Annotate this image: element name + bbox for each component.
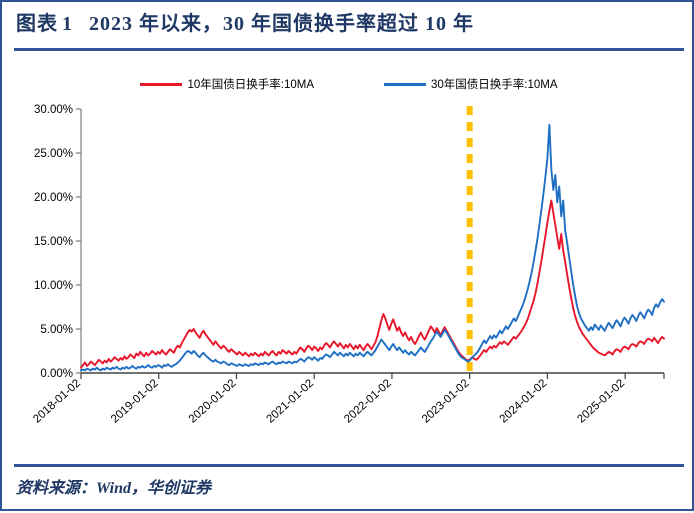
- figure-header: 图表 1 2023 年以来，30 年国债换手率超过 10 年: [2, 2, 692, 51]
- figure-label: 图表: [16, 13, 58, 35]
- x-axis-tick-label: 2019-01-02: [109, 377, 161, 425]
- x-axis-tick-label: 2021-01-02: [264, 377, 316, 425]
- y-axis-tick-label: 5.00%: [40, 324, 73, 336]
- x-axis-tick-label: 2018-01-02: [31, 377, 83, 425]
- figure-number: 1: [62, 13, 73, 35]
- y-axis-tick-label: 20.00%: [34, 192, 73, 204]
- y-axis-tick-label: 10.00%: [34, 280, 73, 292]
- header-divider: [14, 48, 684, 51]
- page-title: 图表 1 2023 年以来，30 年国债换手率超过 10 年: [16, 7, 474, 36]
- figure-title-text: 2023 年以来，30 年国债换手率超过 10 年: [89, 13, 474, 35]
- y-axis-tick-label: 0.00%: [40, 368, 73, 380]
- series-line-10y: [80, 199, 665, 369]
- x-axis-tick-label: 2022-01-02: [342, 377, 394, 425]
- x-axis-tick-label: 2023-01-02: [420, 377, 472, 425]
- y-axis-tick-label: 30.00%: [34, 104, 73, 116]
- y-axis-tick-label: 15.00%: [34, 236, 73, 248]
- y-axis-tick-label: 25.00%: [34, 148, 73, 160]
- source-note: 资料来源：Wind，华创证券: [16, 480, 211, 497]
- series-line-30y: [80, 123, 665, 372]
- x-axis-tick-label: 2024-01-02: [498, 377, 550, 425]
- x-axis-tick-label: 2020-01-02: [187, 377, 239, 425]
- footer-divider: [14, 464, 684, 467]
- x-axis-tick-label: 2025-01-02: [575, 377, 627, 425]
